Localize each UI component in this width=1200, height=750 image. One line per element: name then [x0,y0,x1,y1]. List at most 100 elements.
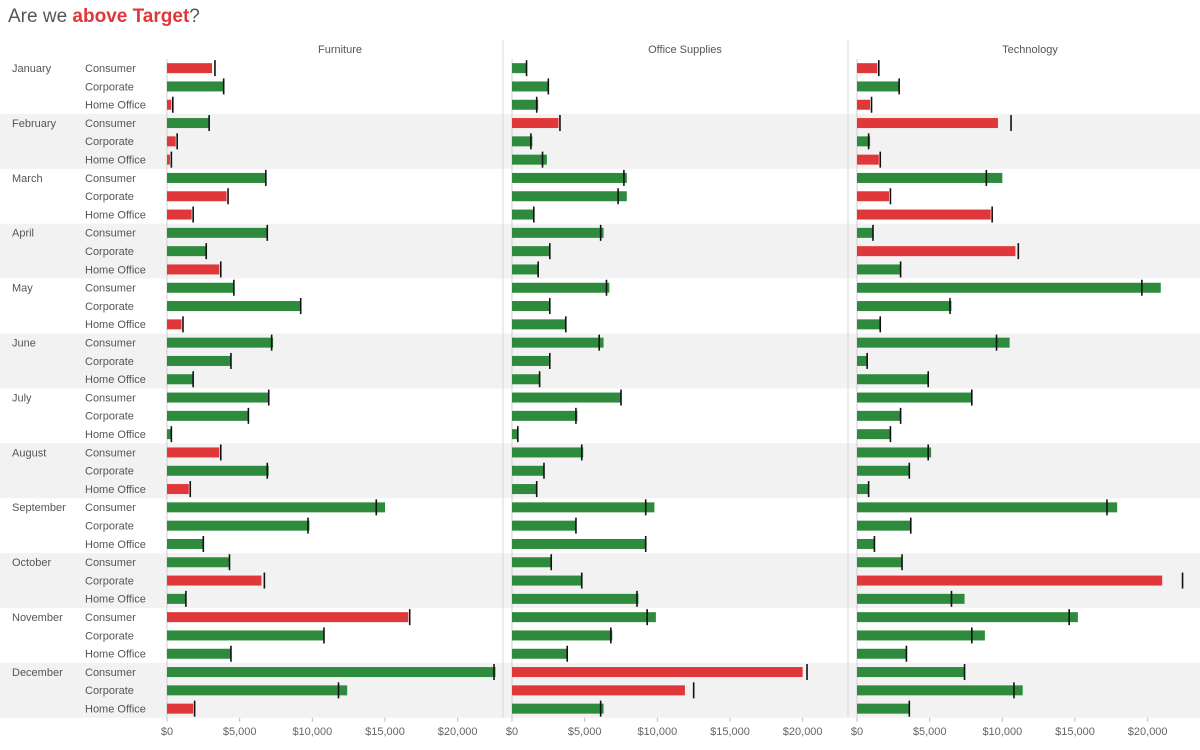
month-label-march: March [12,173,43,185]
bar-technology-july-home-office [857,429,891,440]
bar-furniture-january-consumer [167,63,213,74]
bar-technology-october-corporate [857,575,1163,586]
bar-technology-april-home-office [857,264,901,275]
month-label-september: September [12,502,66,514]
bar-technology-may-corporate [857,301,952,312]
segment-label-september-corporate: Corporate [85,521,134,533]
bar-furniture-december-corporate [167,685,348,696]
bar-furniture-january-home-office [167,99,172,110]
x-tick-label-furniture-3: $15,000 [365,726,405,738]
bar-office-supplies-november-home-office [512,648,568,659]
x-tick-label-technology-4: $20,000 [1128,726,1168,738]
bar-furniture-august-corporate [167,465,269,476]
bar-office-supplies-december-corporate [512,685,685,696]
bar-technology-january-corporate [857,81,900,92]
bar-technology-august-home-office [857,484,869,495]
bar-office-supplies-february-corporate [512,136,533,147]
segment-label-may-home-office: Home Office [85,319,146,331]
segment-label-october-corporate: Corporate [85,575,134,587]
bar-technology-august-consumer [857,447,932,458]
segment-label-november-corporate: Corporate [85,630,134,642]
bar-furniture-january-corporate [167,81,224,92]
bar-furniture-june-corporate [167,355,231,366]
bar-technology-october-consumer [857,557,903,568]
month-label-february: February [12,118,57,130]
column-header-furniture: Furniture [318,44,362,56]
segment-label-july-corporate: Corporate [85,411,134,423]
bar-furniture-july-consumer [167,392,269,403]
bar-office-supplies-march-corporate [512,191,627,202]
month-label-january: January [12,63,52,75]
segment-label-april-corporate: Corporate [85,246,134,258]
segment-label-july-consumer: Consumer [85,392,136,404]
bar-furniture-may-consumer [167,282,234,293]
bar-furniture-may-home-office [167,319,182,330]
bar-furniture-november-consumer [167,612,409,623]
bar-office-supplies-january-home-office [512,99,539,110]
segment-label-may-corporate: Corporate [85,301,134,313]
bar-office-supplies-july-home-office [512,429,518,440]
x-tick-label-technology-3: $15,000 [1055,726,1095,738]
segment-label-february-consumer: Consumer [85,118,136,130]
bar-furniture-september-corporate [167,520,310,531]
bar-technology-january-consumer [857,63,878,74]
bar-office-supplies-may-corporate [512,301,550,312]
bar-technology-july-consumer [857,392,972,403]
bar-furniture-may-corporate [167,301,301,312]
bar-furniture-december-home-office [167,703,194,714]
x-tick-label-office-supplies-0: $0 [506,726,518,738]
x-tick-label-furniture-2: $10,000 [292,726,332,738]
bar-furniture-november-home-office [167,648,231,659]
x-tick-label-office-supplies-2: $10,000 [637,726,677,738]
bar-technology-september-consumer [857,502,1118,513]
segment-label-september-consumer: Consumer [85,502,136,514]
chart-title-prefix: Are we [8,6,73,27]
bar-furniture-june-consumer [167,337,274,348]
segment-label-january-consumer: Consumer [85,63,136,75]
segment-label-july-home-office: Home Office [85,429,146,441]
bar-technology-december-consumer [857,667,965,678]
bar-office-supplies-may-home-office [512,319,566,330]
month-label-december: December [12,667,63,679]
bar-technology-february-home-office [857,154,879,165]
bar-furniture-september-home-office [167,538,204,549]
bar-technology-september-home-office [857,538,875,549]
segment-label-january-home-office: Home Office [85,100,146,112]
bar-office-supplies-april-consumer [512,227,604,238]
segment-label-november-consumer: Consumer [85,612,136,624]
bar-office-supplies-april-corporate [512,246,550,257]
chart-title-suffix: ? [189,6,200,27]
segment-label-january-corporate: Corporate [85,81,134,93]
bar-office-supplies-april-home-office [512,264,539,275]
chart-title: Are we above Target? [8,6,200,28]
bar-office-supplies-june-corporate [512,355,550,366]
segment-label-december-home-office: Home Office [85,704,146,716]
bar-office-supplies-january-corporate [512,81,549,92]
bar-technology-march-home-office [857,209,991,220]
bar-office-supplies-july-consumer [512,392,621,403]
bar-office-supplies-september-consumer [512,502,655,513]
bar-technology-december-home-office [857,703,910,714]
segment-label-december-corporate: Corporate [85,685,134,697]
segment-label-august-corporate: Corporate [85,466,134,478]
bar-office-supplies-august-consumer [512,447,584,458]
month-label-november: November [12,612,63,624]
bar-technology-march-consumer [857,172,1003,183]
month-label-october: October [12,557,51,569]
segment-label-february-corporate: Corporate [85,136,134,148]
segment-label-june-consumer: Consumer [85,338,136,350]
x-tick-label-office-supplies-4: $20,000 [783,726,823,738]
bar-office-supplies-march-home-office [512,209,534,220]
month-label-june: June [12,338,36,350]
month-label-august: August [12,447,46,459]
bar-furniture-october-consumer [167,557,230,568]
chart-title-highlight: above Target [72,6,190,27]
x-tick-label-furniture-1: $5,000 [223,726,257,738]
bar-technology-september-corporate [857,520,911,531]
bar-technology-december-corporate [857,685,1023,696]
bar-furniture-april-consumer [167,227,268,238]
bar-technology-november-consumer [857,612,1078,623]
bar-office-supplies-august-home-office [512,484,537,495]
x-tick-label-technology-0: $0 [851,726,863,738]
bar-office-supplies-october-home-office [512,593,639,604]
